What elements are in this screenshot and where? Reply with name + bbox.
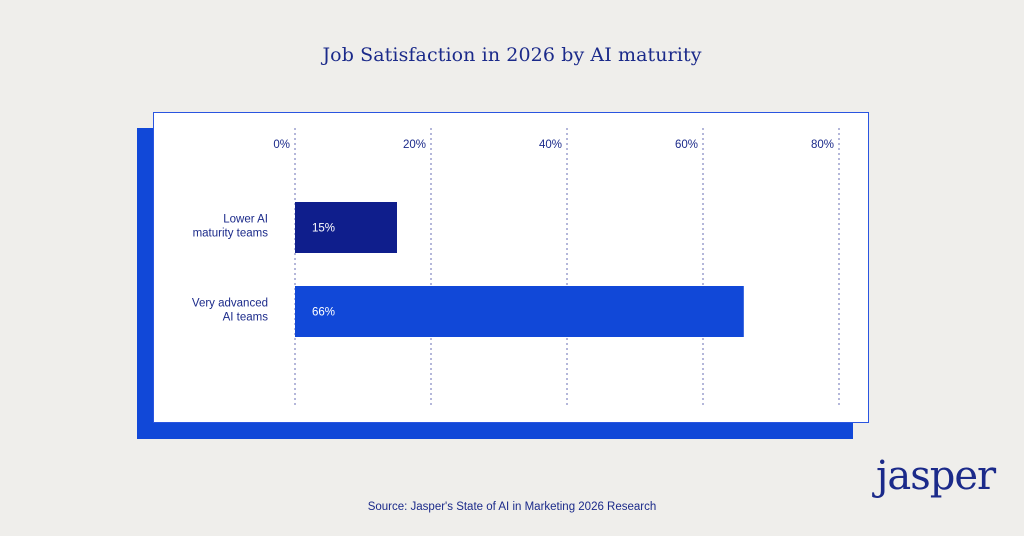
x-tick-label: 20% [403,139,426,151]
category-label: maturity teams [193,228,269,240]
category-label: Lower AI [223,214,268,226]
chart-panel [153,112,869,423]
jasper-logo: jasper [876,453,996,499]
bar [295,286,744,337]
chart-title: Job Satisfaction in 2026 by AI maturity [322,44,702,66]
x-tick-label: 0% [273,139,290,151]
x-tick-label: 60% [675,139,698,151]
category-label: AI teams [223,312,269,324]
x-tick-label: 80% [811,139,834,151]
bar [295,202,397,253]
x-tick-label: 40% [539,139,562,151]
bar-value-label: 15% [312,223,335,235]
bar-value-label: 66% [312,307,335,319]
category-label: Very advanced [192,298,268,310]
source-note: Source: Jasper's State of AI in Marketin… [367,501,657,513]
